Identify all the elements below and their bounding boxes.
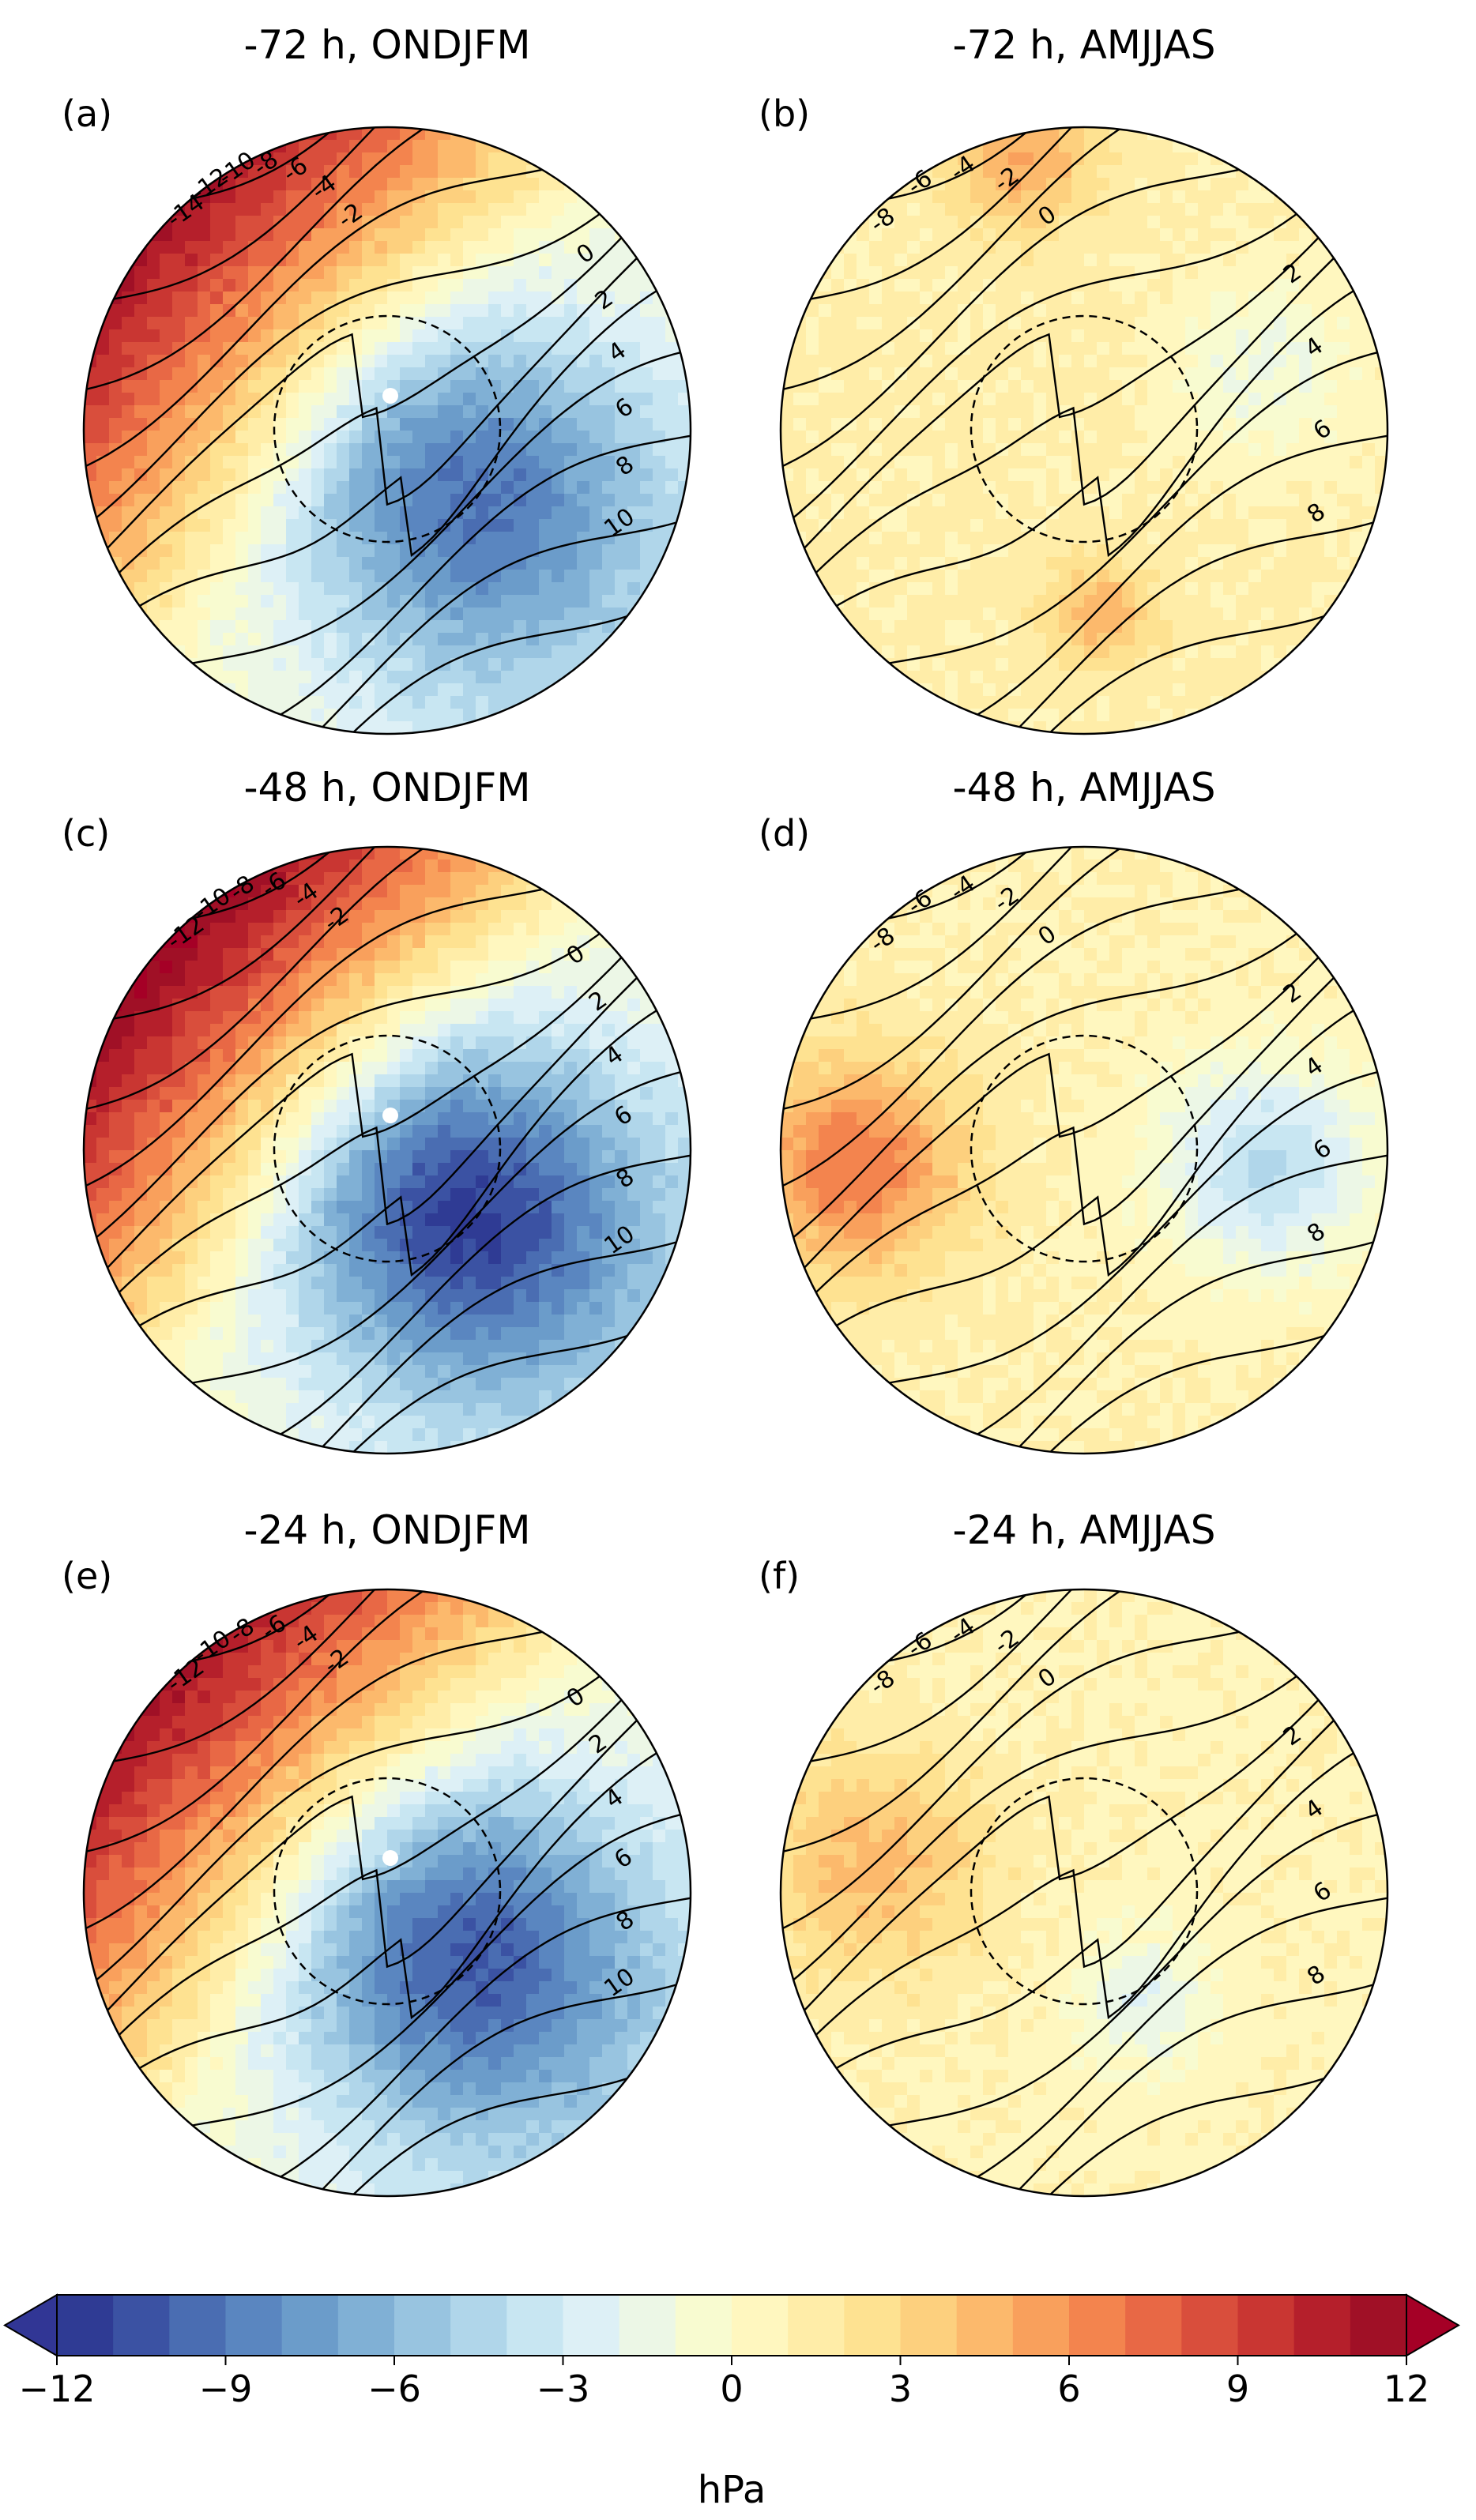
centre-dot <box>382 1850 398 1866</box>
colorbar-cell <box>225 2295 283 2356</box>
colorbar-cell <box>956 2295 1014 2356</box>
colorbar-cell <box>394 2295 451 2356</box>
colorbar-cell <box>57 2295 114 2356</box>
inner-dashed-circle <box>970 1034 1199 1263</box>
colorbar-cell <box>732 2295 789 2356</box>
panel-label: (c) <box>62 812 110 855</box>
colorbar-cell <box>900 2295 958 2356</box>
colorbar-cell <box>169 2295 227 2356</box>
colorbar-tick-label: −12 <box>18 2368 95 2410</box>
colorbar-cell <box>1350 2295 1407 2356</box>
inner-dashed-circle <box>970 1777 1199 2006</box>
map-boundary <box>779 845 1389 1455</box>
inner-dashed-circle <box>273 1777 502 2006</box>
panel-title: -72 h, ONDJFM <box>244 22 531 68</box>
colorbar-tick-label: 9 <box>1226 2368 1249 2410</box>
map-boundary <box>82 126 692 735</box>
colorbar-cell <box>1181 2295 1239 2356</box>
colorbar-cell <box>788 2295 845 2356</box>
contour-lines <box>84 127 691 734</box>
colorbar-tick-label: 12 <box>1384 2368 1430 2410</box>
colorbar-over-triangle <box>1406 2293 1460 2357</box>
colorbar-cell <box>1237 2295 1295 2356</box>
colorbar-cell <box>563 2295 620 2356</box>
shaded-field <box>84 847 691 1454</box>
colorbar-tick-label: −9 <box>199 2368 253 2410</box>
shaded-field <box>84 1589 691 2196</box>
panel-title: -72 h, AMJJAS <box>953 22 1216 68</box>
panel-title: -48 h, AMJJAS <box>953 765 1216 811</box>
colorbar-cell <box>450 2295 507 2356</box>
panel-title: -24 h, AMJJAS <box>953 1507 1216 1553</box>
panel-title: -24 h, ONDJFM <box>244 1507 531 1553</box>
colorbar-cell <box>1069 2295 1126 2356</box>
inner-dashed-circle <box>273 314 502 543</box>
colorbar-under-triangle <box>3 2293 58 2357</box>
colorbar-tick-label: 0 <box>720 2368 743 2410</box>
contour-lines <box>84 847 691 1454</box>
map-boundary <box>779 1588 1389 2198</box>
colorbar-cell <box>113 2295 170 2356</box>
colorbar-cells <box>57 2295 1407 2356</box>
panel-label: (b) <box>759 92 810 135</box>
colorbar-cell <box>281 2295 339 2356</box>
colorbar-tick-label: −6 <box>367 2368 421 2410</box>
colorbar-label: hPa <box>698 2468 766 2512</box>
colorbar-tick-label: −3 <box>537 2368 590 2410</box>
colorbar-cell <box>1012 2295 1070 2356</box>
colorbar-cell <box>506 2295 564 2356</box>
inner-dashed-circle <box>273 1034 502 1263</box>
colorbar: −12 −9 −6 −3 0 3 6 9 12 hPa <box>3 2293 1460 2512</box>
panel-label: (d) <box>759 812 810 855</box>
panel-label: (a) <box>62 92 112 135</box>
colorbar-ticks: −12 −9 −6 −3 0 3 6 9 12 <box>18 2356 1429 2410</box>
colorbar-cell <box>1125 2295 1182 2356</box>
map-boundary <box>82 1588 692 2198</box>
panel-label: (e) <box>62 1555 112 1597</box>
panels: -72 h, ONDJFM(a)-14-12-10-8-6-4-20246810… <box>62 22 1389 2198</box>
colorbar-tick-label: 3 <box>889 2368 912 2410</box>
colorbar-cell <box>844 2295 902 2356</box>
panel-title: -48 h, ONDJFM <box>244 765 531 811</box>
map-boundary <box>779 126 1389 735</box>
colorbar-cell <box>619 2295 676 2356</box>
colorbar-tick-label: 6 <box>1057 2368 1080 2410</box>
colorbar-frame <box>56 2294 1407 2356</box>
centre-dot <box>382 388 398 404</box>
shaded-field <box>781 1589 1388 2196</box>
panel-label: (f) <box>759 1555 800 1597</box>
centre-dot <box>382 1108 398 1123</box>
colorbar-cell <box>675 2295 732 2356</box>
inner-dashed-circle <box>970 314 1199 543</box>
colorbar-cell <box>1293 2295 1351 2356</box>
map-boundary <box>82 845 692 1455</box>
colorbar-cell <box>337 2295 395 2356</box>
